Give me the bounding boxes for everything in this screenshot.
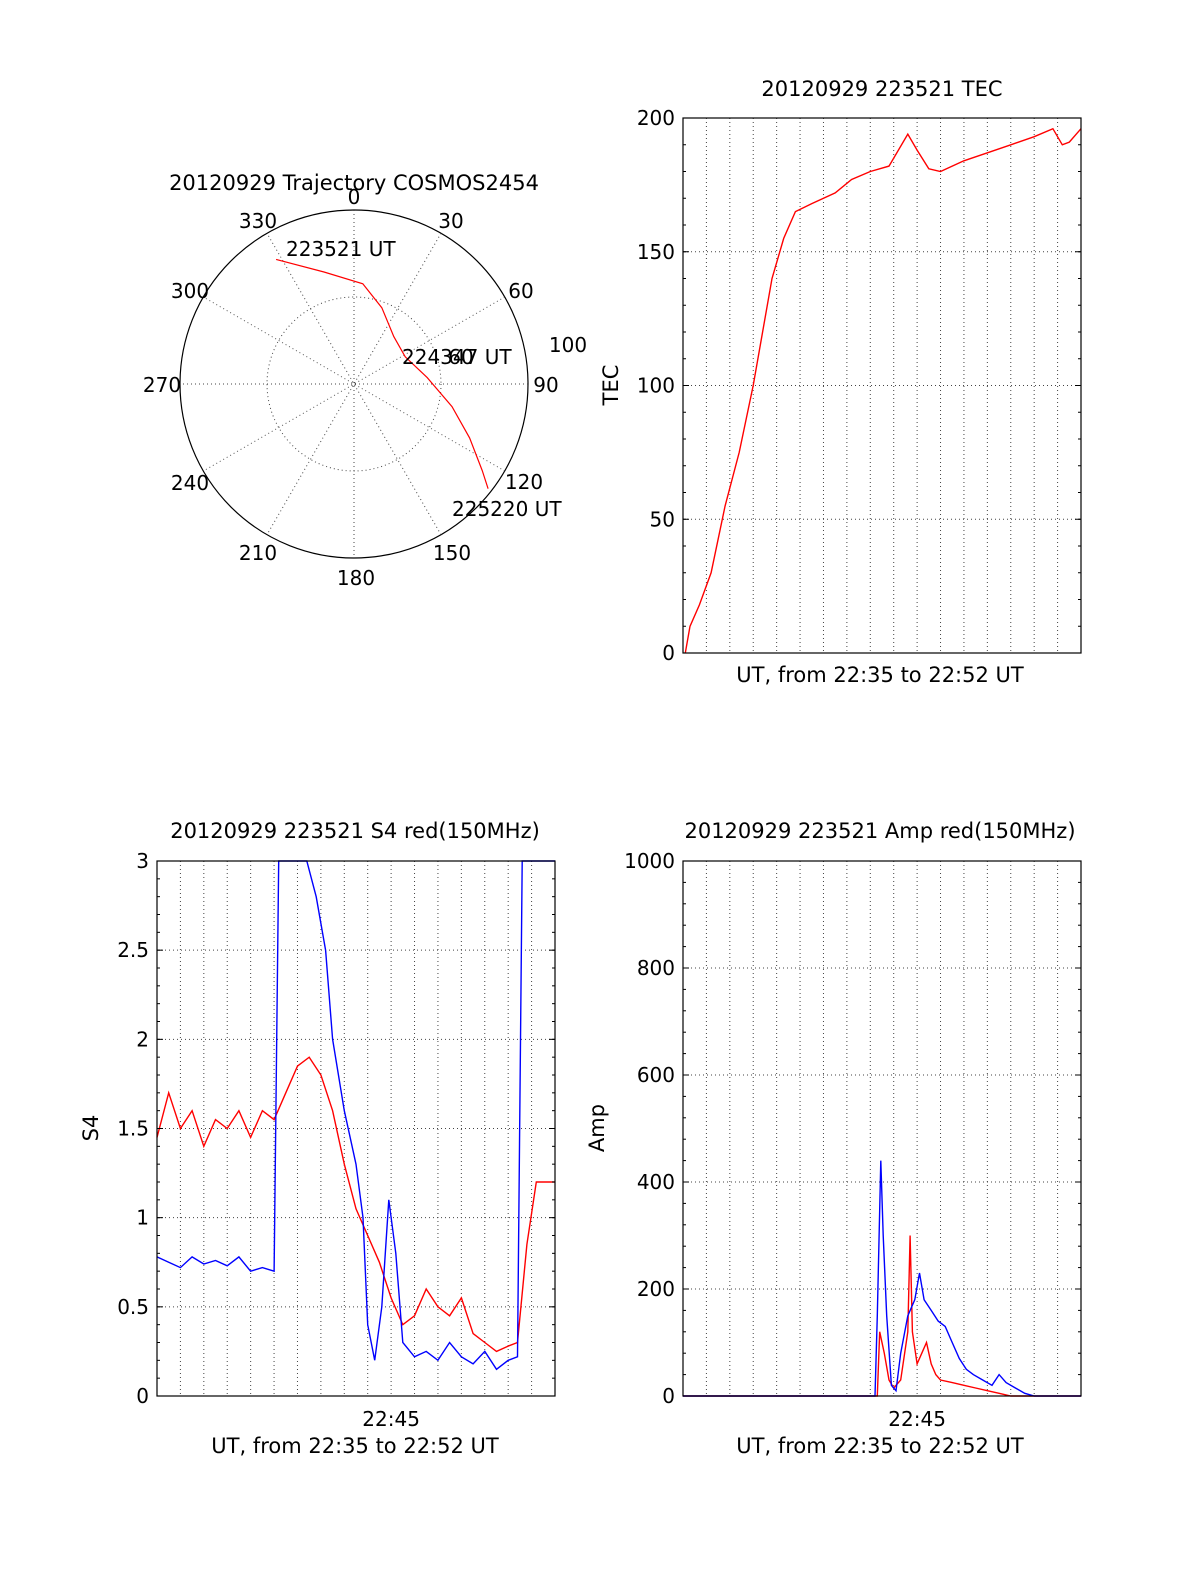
tec-ytick-label: 50 [650, 507, 675, 531]
radial-label-60: 60 [448, 345, 473, 369]
s4-frame [156, 860, 556, 1397]
s4-ytick-label: 0.5 [117, 1295, 149, 1319]
amp-ytick-label: 200 [637, 1277, 675, 1301]
amp-ytick-label: 400 [637, 1170, 675, 1194]
trajectory-title: 20120929 Trajectory COSMOS2454 [169, 171, 539, 195]
tec-ytick-label: 100 [637, 374, 675, 398]
angle-label-150: 150 [433, 541, 471, 565]
tec-ylabel: TEC [599, 365, 623, 407]
s4-series-blue [156, 860, 555, 1371]
tec-frame [682, 117, 1082, 654]
angle-label-30: 30 [438, 209, 463, 233]
amp-panel: 20120929 223521 Amp red(150MHz) 0 200 400 6… [585, 819, 1082, 1458]
amp-series-red [683, 1235, 1081, 1397]
angle-label-240: 240 [171, 471, 209, 495]
polar-grid [179, 209, 529, 559]
trajectory-end-label: 225220 UT [452, 497, 562, 521]
tec-series [684, 127, 1082, 654]
amp-ytick-label: 0 [662, 1384, 675, 1408]
angle-label-300: 300 [171, 279, 209, 303]
s4-title: 20120929 223521 S4 red(150MHz) [170, 819, 540, 843]
tec-panel: 20120929 223521 TEC 0 50 100 150 200 UT, fro… [599, 77, 1082, 687]
angle-label-180: 180 [337, 566, 375, 590]
polar-inner-ring [266, 296, 442, 472]
angle-label-270: 270 [143, 373, 181, 397]
radial-label-100: 100 [549, 333, 587, 357]
tec-ytick-label: 0 [662, 641, 675, 665]
tec-ytick-label: 150 [637, 240, 675, 264]
angle-label-60: 60 [508, 279, 533, 303]
trajectory-path [275, 258, 489, 489]
tec-title: 20120929 223521 TEC [761, 77, 1002, 101]
amp-series [683, 1160, 1081, 1397]
angle-label-90: 90 [533, 373, 558, 397]
angle-label-330: 330 [239, 209, 277, 233]
amp-ytick-label: 1000 [624, 849, 675, 873]
trajectory-plot: 20120929 Trajectory COSMOS2454 0 30 60 9… [143, 171, 587, 590]
s4-xlabel: UT, from 22:35 to 22:52 UT [211, 1434, 499, 1458]
s4-ytick-label: 2.5 [117, 938, 149, 962]
amp-xtick-label: 22:45 [888, 1407, 946, 1431]
s4-yticks: 0 0.5 1 1.5 2 2.5 3 [117, 849, 555, 1408]
s4-ytick-label: 1.5 [117, 1117, 149, 1141]
s4-series [156, 860, 555, 1371]
s4-ytick-label: 1 [136, 1206, 149, 1230]
amp-ytick-label: 800 [637, 956, 675, 980]
trajectory-mid-label: 224347 UT [402, 345, 512, 369]
amp-ylabel: Amp [585, 1104, 609, 1152]
amp-series-blue [683, 1160, 1081, 1397]
s4-ytick-label: 3 [136, 849, 149, 873]
trajectory-start-label: 223521 UT [286, 237, 396, 261]
s4-panel: 20120929 223521 S4 red(150MHz) 0 0.5 1 1.5 2… [79, 819, 556, 1458]
polar-angle-labels: 0 30 60 90 120 150 180 210 240 270 300 3… [143, 185, 559, 590]
angle-label-120: 120 [505, 470, 543, 494]
amp-xticks: 22:45 [888, 1407, 946, 1431]
s4-xticks: 22:45 [362, 1407, 420, 1431]
s4-ylabel: S4 [79, 1115, 103, 1142]
amp-yticks: 0 200 400 600 800 1000 [624, 849, 1081, 1408]
tec-yticks: 0 50 100 150 200 [637, 106, 1081, 665]
amp-frame [682, 860, 1082, 1397]
tec-xlabel: UT, from 22:35 to 22:52 UT [736, 663, 1024, 687]
s4-xtick-label: 22:45 [362, 1407, 420, 1431]
angle-label-0: 0 [348, 185, 361, 209]
amp-ytick-label: 600 [637, 1063, 675, 1087]
s4-gridlines [157, 861, 555, 1396]
amp-gridlines [683, 861, 1081, 1396]
amp-title: 20120929 223521 Amp red(150MHz) [684, 819, 1075, 843]
tec-gridlines [683, 118, 1081, 653]
tec-ytick-label: 200 [637, 106, 675, 130]
angle-label-210: 210 [239, 541, 277, 565]
tec-series-red [684, 127, 1082, 654]
s4-ytick-label: 2 [136, 1027, 149, 1051]
s4-ytick-label: 0 [136, 1384, 149, 1408]
amp-xlabel: UT, from 22:35 to 22:52 UT [736, 1434, 1024, 1458]
s4-series-red [156, 1056, 555, 1353]
